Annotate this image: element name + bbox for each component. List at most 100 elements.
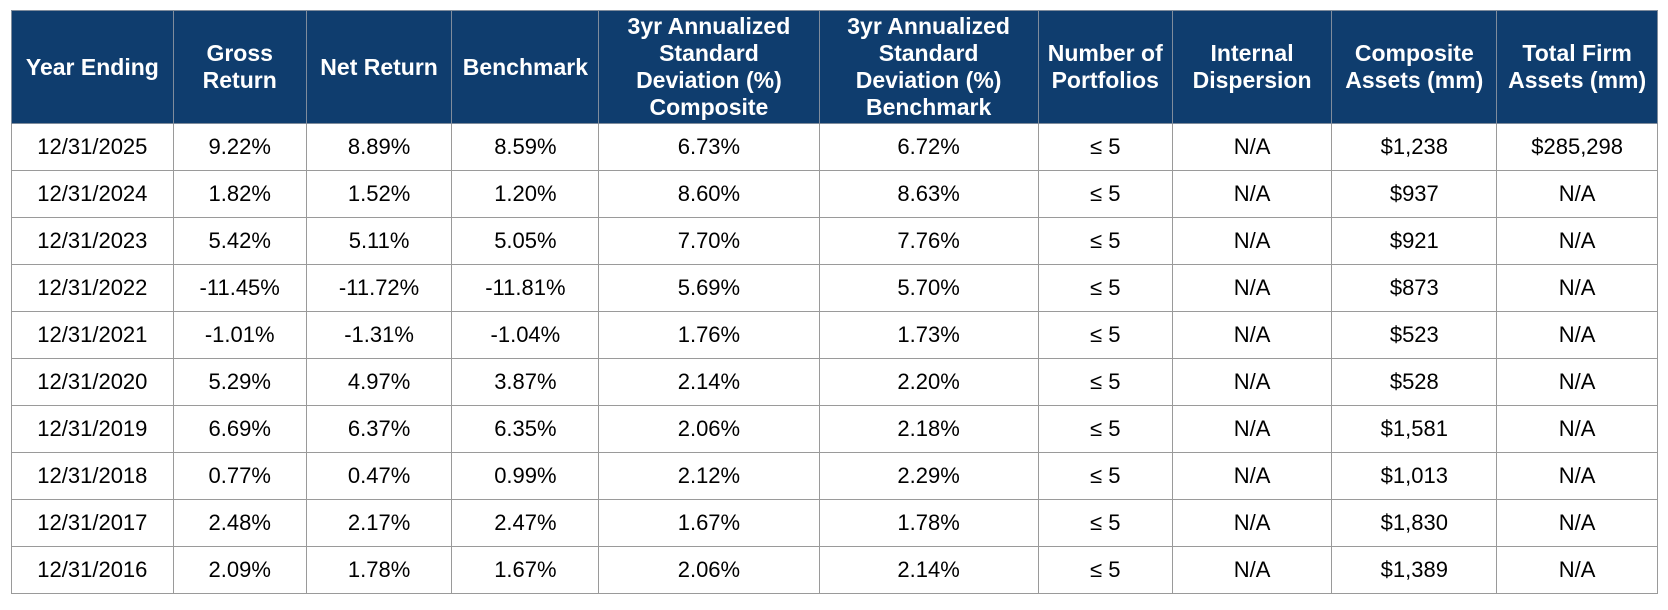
gross-return-cell: 9.22% (172, 123, 307, 171)
total-firm-assets-cell: N/A (1496, 217, 1658, 265)
table-body: 12/31/2025 9.22% 8.89% 8.59% 6.73% 6.72% ≤ 5 N/… (11, 123, 1658, 594)
benchmark-std-dev-cell: 8.63% (818, 170, 1039, 218)
number-of-portfolios-cell: ≤ 5 (1037, 170, 1173, 218)
benchmark-std-dev-cell: 6.72% (818, 123, 1039, 171)
header-line: 3yr Annualized (627, 13, 791, 39)
composite-assets-header: Composite Assets (mm) (1331, 10, 1498, 124)
header-line: Year Ending (25, 53, 159, 80)
benchmark-std-dev-header: 3yr Annualized Standard Deviation (%) Bench… (818, 10, 1039, 124)
header-line: Return (202, 67, 277, 93)
number-of-portfolios-cell: ≤ 5 (1037, 123, 1173, 171)
year-ending-header: Year Ending (11, 10, 174, 124)
net-return-cell: 2.17% (305, 499, 453, 547)
composite-assets-cell: $921 (1331, 217, 1498, 265)
internal-dispersion-cell: N/A (1171, 405, 1333, 453)
table-row: 12/31/2016 2.09% 1.78% 1.67% 2.06% 2.14% ≤ 5 N/… (11, 546, 1658, 594)
header-line: Deviation (%) (855, 67, 1002, 93)
composite-std-dev-cell: 1.67% (598, 499, 820, 547)
composite-std-dev-cell: 2.14% (598, 358, 820, 406)
benchmark-std-dev-cell: 2.29% (818, 452, 1039, 500)
header-line: Deviation (%) (636, 67, 782, 93)
benchmark-cell: -1.04% (451, 311, 600, 359)
header-line: Portfolios (1051, 67, 1159, 93)
internal-dispersion-cell: N/A (1171, 452, 1333, 500)
composite-std-dev-cell: 1.76% (598, 311, 820, 359)
header-line: Composite (1354, 40, 1474, 66)
table-header: Year Ending Gross Return Net Return Benchmar… (11, 10, 1658, 124)
total-firm-assets-cell: N/A (1496, 452, 1658, 500)
table-row: 12/31/2017 2.48% 2.17% 2.47% 1.67% 1.78% ≤ 5 N/… (11, 499, 1658, 547)
header-line: Total Firm (1522, 40, 1632, 66)
benchmark-cell: -11.81% (451, 264, 600, 312)
composite-std-dev-header: 3yr Annualized Standard Deviation (%) Compo… (598, 10, 820, 124)
benchmark-cell: 2.47% (451, 499, 600, 547)
benchmark-cell: 8.59% (451, 123, 600, 171)
net-return-cell: 6.37% (305, 405, 453, 453)
gross-return-cell: 2.09% (172, 546, 307, 594)
table-row: 12/31/2022 -11.45% -11.72% -11.81% 5.69% 5.70… (11, 264, 1658, 312)
total-firm-assets-cell: N/A (1496, 405, 1658, 453)
benchmark-cell: 6.35% (451, 405, 600, 453)
year-ending-cell: 12/31/2020 (11, 358, 174, 406)
benchmark-std-dev-cell: 1.78% (818, 499, 1039, 547)
header-line: Dispersion (1192, 67, 1312, 93)
total-firm-assets-cell: $285,298 (1496, 123, 1658, 171)
composite-assets-cell: $528 (1331, 358, 1498, 406)
number-of-portfolios-cell: ≤ 5 (1037, 546, 1173, 594)
table-row: 12/31/2023 5.42% 5.11% 5.05% 7.70% 7.76% ≤ 5 N/… (11, 217, 1658, 265)
net-return-header: Net Return (305, 10, 453, 124)
gross-return-cell: -11.45% (172, 264, 307, 312)
table-row: 12/31/2018 0.77% 0.47% 0.99% 2.12% 2.29% ≤ 5 N/… (11, 452, 1658, 500)
composite-std-dev-cell: 2.06% (598, 546, 820, 594)
table-row: 12/31/2019 6.69% 6.37% 6.35% 2.06% 2.18% ≤ 5 N/… (11, 405, 1658, 453)
gross-return-cell: 6.69% (172, 405, 307, 453)
benchmark-std-dev-cell: 2.14% (818, 546, 1039, 594)
internal-dispersion-header: Internal Dispersion (1171, 10, 1333, 124)
composite-assets-cell: $1,389 (1331, 546, 1498, 594)
number-of-portfolios-cell: ≤ 5 (1037, 264, 1173, 312)
header-row: Year Ending Gross Return Net Return Benchmar… (11, 10, 1658, 124)
benchmark-std-dev-cell: 2.20% (818, 358, 1039, 406)
composite-std-dev-cell: 6.73% (598, 123, 820, 171)
number-of-portfolios-cell: ≤ 5 (1037, 217, 1173, 265)
internal-dispersion-cell: N/A (1171, 170, 1333, 218)
year-ending-cell: 12/31/2022 (11, 264, 174, 312)
year-ending-cell: 12/31/2023 (11, 217, 174, 265)
gross-return-cell: 1.82% (172, 170, 307, 218)
net-return-cell: 8.89% (305, 123, 453, 171)
benchmark-std-dev-cell: 7.76% (818, 217, 1039, 265)
header-line: Assets (mm) (1345, 67, 1484, 93)
header-line: Internal (1210, 40, 1294, 66)
internal-dispersion-cell: N/A (1171, 546, 1333, 594)
composite-std-dev-cell: 8.60% (598, 170, 820, 218)
internal-dispersion-cell: N/A (1171, 264, 1333, 312)
benchmark-std-dev-cell: 2.18% (818, 405, 1039, 453)
net-return-cell: 1.78% (305, 546, 453, 594)
table-row: 12/31/2024 1.82% 1.52% 1.20% 8.60% 8.63% ≤ 5 N/… (11, 170, 1658, 218)
year-ending-cell: 12/31/2016 (11, 546, 174, 594)
total-firm-assets-cell: N/A (1496, 264, 1658, 312)
gross-return-cell: 0.77% (172, 452, 307, 500)
net-return-cell: 4.97% (305, 358, 453, 406)
header-line: Standard (878, 40, 979, 66)
year-ending-cell: 12/31/2024 (11, 170, 174, 218)
year-ending-cell: 12/31/2019 (11, 405, 174, 453)
net-return-cell: 1.52% (305, 170, 453, 218)
gross-return-cell: 2.48% (172, 499, 307, 547)
gross-return-cell: 5.29% (172, 358, 307, 406)
benchmark-cell: 0.99% (451, 452, 600, 500)
net-return-cell: 5.11% (305, 217, 453, 265)
gross-return-cell: 5.42% (172, 217, 307, 265)
benchmark-cell: 3.87% (451, 358, 600, 406)
total-firm-assets-cell: N/A (1496, 311, 1658, 359)
total-firm-assets-header: Total Firm Assets (mm) (1496, 10, 1658, 124)
number-of-portfolios-cell: ≤ 5 (1037, 311, 1173, 359)
internal-dispersion-cell: N/A (1171, 358, 1333, 406)
header-line: Benchmark (462, 53, 589, 80)
number-of-portfolios-cell: ≤ 5 (1037, 499, 1173, 547)
header-line: Composite (649, 94, 769, 120)
performance-table: Year Ending Gross Return Net Return Benchmar… (11, 10, 1658, 594)
total-firm-assets-cell: N/A (1496, 499, 1658, 547)
number-of-portfolios-cell: ≤ 5 (1037, 405, 1173, 453)
year-ending-cell: 12/31/2018 (11, 452, 174, 500)
